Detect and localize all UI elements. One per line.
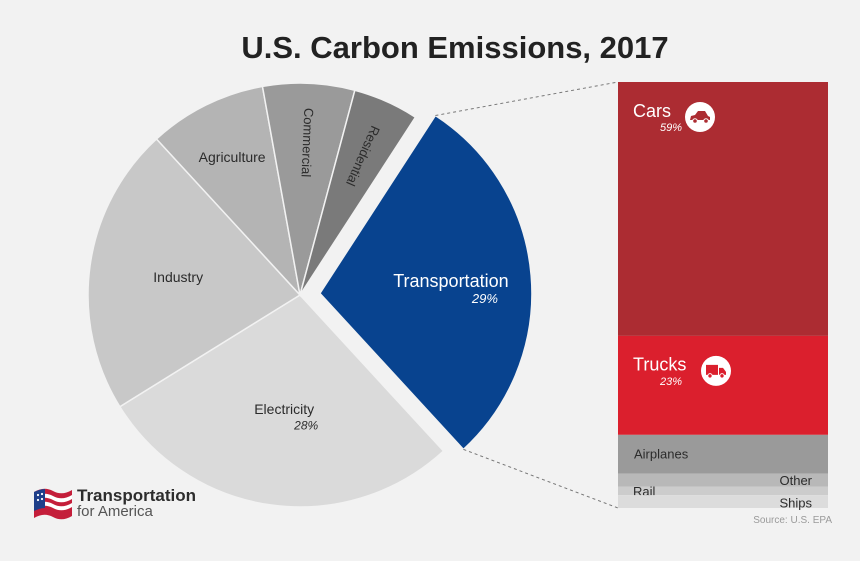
connector-line-bottom [463, 448, 619, 509]
bar-label-other: Other [779, 473, 812, 488]
bar-segment-airplanes [618, 434, 828, 474]
bar-segment-cars [618, 82, 828, 336]
pie-slice-transportation [318, 114, 533, 451]
bar-value-trucks: 23% [659, 376, 682, 388]
pie-label-transportation: Transportation [393, 271, 508, 291]
brand-name: Transportation [77, 486, 197, 505]
pie-label-electricity: Electricity [254, 401, 314, 417]
pie-slice-agriculture [155, 85, 302, 298]
pie-value-transportation: 29% [471, 291, 498, 306]
truck-icon [701, 355, 731, 386]
pie-slice-industry [87, 137, 302, 408]
bar-label-cars: Cars [633, 101, 671, 121]
bar-segment-ships [618, 495, 828, 508]
car-icon [685, 102, 715, 132]
bar-segment-trucks [618, 335, 828, 435]
source-note: Source: U.S. EPA [753, 515, 832, 526]
bar-label-ships: Ships [779, 496, 812, 511]
pie-slice-residential [299, 89, 417, 296]
brand-tagline: for America [77, 503, 153, 520]
brand-logo: Transportation for America [32, 486, 196, 527]
bar-value-cars: 59% [660, 122, 682, 134]
connector-lines [435, 81, 619, 509]
flag-icon [34, 488, 72, 520]
pie-slice-electricity [118, 294, 445, 508]
pie-value-electricity: 28% [293, 419, 318, 433]
pie-label-commercial: Commercial [299, 108, 317, 178]
bar-label-airplanes: Airplanes [634, 446, 689, 461]
pie-label-agriculture: Agriculture [199, 149, 266, 165]
chart-title: U.S. Carbon Emissions, 2017 [241, 30, 669, 65]
bar-segment-other [618, 473, 828, 487]
bar-segment-rail [618, 486, 828, 496]
pie-label-industry: Industry [153, 269, 203, 285]
connector-line-top [435, 81, 619, 117]
bar-label-trucks: Trucks [633, 355, 686, 375]
